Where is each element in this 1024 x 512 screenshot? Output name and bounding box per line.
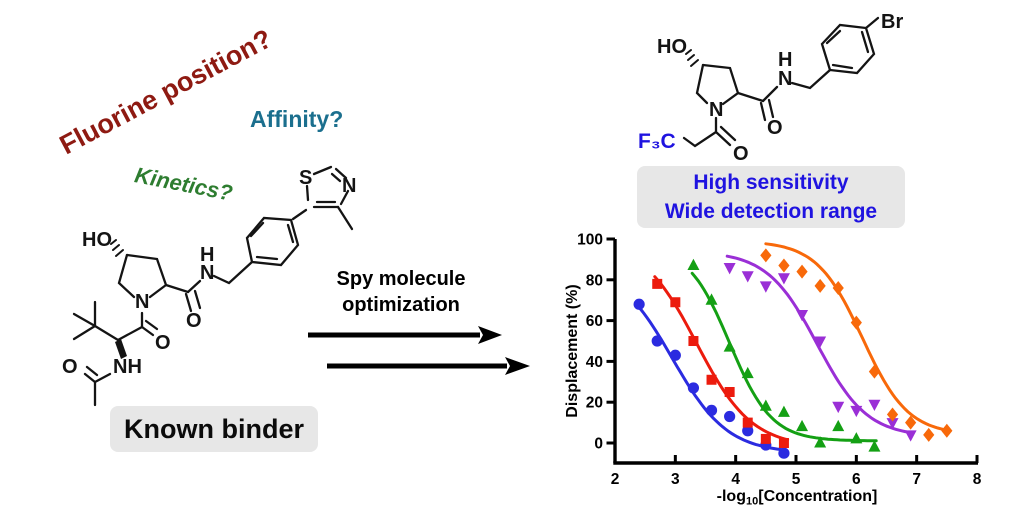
result-highlight-box: High sensitivity Wide detection range bbox=[637, 166, 905, 228]
fit-curve bbox=[690, 271, 878, 443]
arrow-bottom-head bbox=[505, 357, 530, 375]
high-sensitivity-text: High sensitivity bbox=[693, 171, 849, 194]
y-tick-label: 0 bbox=[594, 436, 603, 453]
ring-n-label: N bbox=[135, 291, 149, 313]
known-binder-structure: HO S N H N O N O NH O bbox=[62, 165, 356, 407]
y-tick-label: 60 bbox=[586, 313, 603, 330]
arrow-top-head bbox=[478, 326, 502, 344]
spy-label-line1: Spy molecule bbox=[336, 268, 466, 290]
y-tick-label: 20 bbox=[586, 395, 603, 412]
spy-molecule-bonds bbox=[682, 16, 880, 148]
axes bbox=[606, 237, 979, 465]
amide-h-label: H bbox=[200, 244, 214, 266]
x-tick-label: 3 bbox=[671, 471, 680, 488]
known-binder-box: Known binder bbox=[110, 406, 318, 452]
x-axis-label: -log10[Concentration] bbox=[717, 488, 878, 508]
series-red-squares bbox=[652, 275, 790, 448]
spy-molecule-structure: HO F₃C O O H N N Br bbox=[638, 11, 903, 165]
acetamide-nh-label: NH bbox=[113, 356, 142, 378]
spy-label-line2: optimization bbox=[342, 294, 460, 316]
ho-label: HO bbox=[657, 36, 687, 58]
amide-h-label: H bbox=[778, 49, 792, 71]
reaction-arrows bbox=[308, 326, 530, 375]
y-axis-label: Displacement (%) bbox=[564, 284, 581, 417]
known-binder-label: Known binder bbox=[124, 414, 304, 444]
spy-optimization-label: Spy molecule optimization bbox=[325, 266, 477, 318]
thiazole-n-label: N bbox=[342, 175, 356, 197]
amide-n-label: N bbox=[200, 262, 214, 284]
acyl-o-label: O bbox=[155, 332, 171, 354]
amide-n-label: N bbox=[778, 68, 792, 90]
wide-detection-text: Wide detection range bbox=[664, 200, 878, 223]
br-label: Br bbox=[881, 11, 903, 33]
affinity-question: Affinity? bbox=[250, 106, 344, 132]
x-tick-label: 6 bbox=[852, 471, 861, 488]
known-binder-bonds bbox=[72, 165, 354, 407]
arrow-lines bbox=[308, 332, 507, 369]
fit-curve bbox=[653, 275, 790, 442]
x-tick-label: 4 bbox=[731, 471, 740, 488]
amide-o-label: O bbox=[767, 117, 783, 139]
ho-label: HO bbox=[82, 229, 112, 251]
wedge-bond bbox=[115, 339, 127, 359]
y-tick-label: 80 bbox=[586, 272, 603, 289]
y-tick-label: 100 bbox=[577, 232, 603, 249]
series-green-triangles bbox=[687, 258, 881, 452]
y-tick-label: 40 bbox=[586, 354, 603, 371]
x-tick-label: 7 bbox=[912, 471, 921, 488]
fit-curve bbox=[725, 254, 913, 435]
x-tick-label: 8 bbox=[973, 471, 982, 488]
amide-o-label: O bbox=[186, 310, 202, 332]
ring-n-label: N bbox=[709, 99, 723, 121]
sulfur-label: S bbox=[299, 167, 312, 189]
acyl-o-label: O bbox=[733, 143, 749, 165]
fit-curve bbox=[764, 242, 952, 433]
fluorine-position-question: Fluorine position? bbox=[54, 23, 277, 161]
series-purple-triangles bbox=[723, 254, 917, 442]
x-tick-label: 5 bbox=[792, 471, 801, 488]
x-tick-label: 2 bbox=[611, 471, 620, 488]
f3c-label: F₃C bbox=[638, 130, 676, 153]
acetyl-o-label: O bbox=[62, 356, 78, 378]
